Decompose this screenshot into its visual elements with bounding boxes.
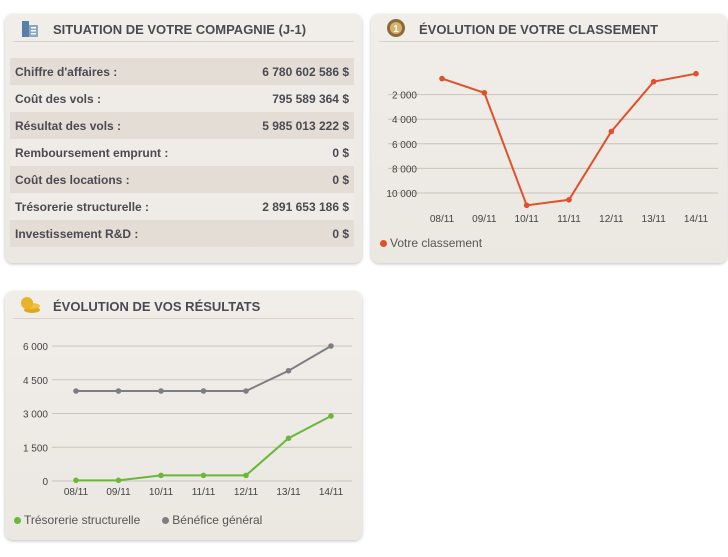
legend-label: Bénéfice général [172,513,263,527]
data-point [243,472,249,479]
data-point [439,75,445,82]
x-tick-label: 10/11 [149,487,174,498]
table-row: Résultat des vols : 5 985 013 222 $ [10,112,354,139]
coins-icon [21,297,40,313]
row-label: Trésorerie structurelle : [15,199,150,214]
data-point [608,128,615,135]
data-point [481,89,488,96]
data-point [650,78,657,85]
data-point [693,70,699,77]
y-tick-label: 2 000 [392,91,417,102]
legend-label: Trésorerie structurelle [24,513,141,527]
data-point [200,388,207,394]
row-value: 0 $ [332,226,349,241]
data-point [523,202,530,209]
legend-item[interactable]: Trésorerie structurelle [14,513,140,527]
data-point [285,435,292,442]
results-header: ÉVOLUTION DE VOS RÉSULTATS [13,291,354,319]
x-tick-label: 10/11 [515,214,540,225]
ranking-header: 1 ÉVOLUTION DE VOTRE CLASSEMENT [379,14,719,42]
data-point [328,343,334,349]
ranking-chart: 2 000 4 000 6 000 8 000 10 000 08/11 09/11 10/1… [386,70,718,225]
row-label: Chiffre d'affaires : [15,64,118,79]
data-point [566,196,572,203]
data-point [115,388,122,394]
ranking-title: ÉVOLUTION DE VOTRE CLASSEMENT [419,22,659,37]
row-value: 0 $ [332,145,349,160]
table-row: Remboursement emprunt : 0 $ [10,139,354,166]
x-tick-label: 11/11 [192,487,216,498]
x-tick-label: 13/11 [276,487,301,498]
x-tick-label: 14/11 [319,487,344,498]
legend-item[interactable]: Votre classement [380,236,482,250]
y-tick-label: 8 000 [392,164,417,175]
table-row: Investissement R&D : 0 $ [10,220,354,247]
series-line [76,345,332,392]
data-point [158,472,164,479]
row-value: 2 891 653 186 $ [262,199,349,214]
legend-label: Votre classement [390,236,483,250]
y-tick-label: 4 500 [23,376,48,387]
y-tick-label: 6 000 [392,140,417,151]
row-value: 6 780 602 586 $ [262,64,349,79]
results-legend: Trésorerie structurelle Bénéfice général [14,513,262,527]
ranking-legend: Votre classement [380,236,482,250]
row-value: 0 $ [332,172,349,187]
legend-dot-icon [162,517,170,524]
data-point [158,388,164,394]
series-line [76,415,332,482]
legend-dot-icon [380,240,387,247]
y-tick-label: 4 000 [392,115,417,126]
row-label: Remboursement emprunt : [15,145,169,160]
row-label: Investissement R&D : [15,226,139,241]
x-tick-label: 14/11 [684,214,709,225]
data-point [115,477,122,484]
table-row: Chiffre d'affaires : 6 780 602 586 $ [10,58,354,85]
table-row: Coût des vols : 795 589 364 $ [10,85,354,112]
y-tick-label: 10 000 [386,189,417,200]
company-table: Chiffre d'affaires : 6 780 602 586 $ Coût … [10,58,354,247]
x-tick-label: 12/11 [234,487,259,498]
company-title: SITUATION DE VOTRE COMPAGNIE (J-1) [53,22,307,37]
x-tick-label: 08/11 [430,214,455,225]
table-row: Coût des locations : 0 $ [10,166,354,193]
x-tick-label: 09/11 [472,214,497,225]
legend-item[interactable]: Bénéfice général [162,513,262,527]
x-tick-label: 08/11 [64,487,89,498]
y-tick-label: 1 500 [23,443,48,454]
row-label: Résultat des vols : [15,118,122,133]
y-tick-label: 0 [42,477,48,488]
data-point [285,367,292,374]
svg-text:1: 1 [393,24,399,35]
medal-icon: 1 [387,19,405,37]
x-tick-label: 12/11 [599,214,624,225]
data-point [243,388,249,394]
data-point [328,413,334,419]
company-panel: SITUATION DE VOTRE COMPAGNIE (J-1) Chiff… [5,14,362,263]
results-title: ÉVOLUTION DE VOS RÉSULTATS [53,299,261,314]
y-tick-label: 3 000 [23,410,48,421]
results-chart: 0 1 500 3 000 4 500 6 000 08/11 09/11 10/11 11/1… [23,342,352,498]
x-tick-label: 09/11 [106,487,131,498]
table-row: Trésorerie structurelle : 2 891 653 186 $ [10,193,354,220]
building-icon [22,21,38,37]
data-point [73,477,79,484]
series-line [441,72,697,207]
ranking-panel: 1 ÉVOLUTION DE VOTRE CLASSEMENT 2 000 4 0… [371,14,727,263]
row-value: 795 589 364 $ [272,91,349,106]
legend-dot-icon [14,517,21,524]
x-tick-label: 11/11 [557,214,581,225]
data-point [200,472,207,479]
y-tick-label: 6 000 [23,342,48,353]
row-label: Coût des locations : [15,172,130,187]
results-panel: ÉVOLUTION DE VOS RÉSULTATS 0 1 500 3 000 4 … [5,291,362,540]
data-point [73,388,79,394]
x-tick-label: 13/11 [642,214,667,225]
row-value: 5 985 013 222 $ [262,118,349,133]
row-label: Coût des vols : [15,91,102,106]
company-header: SITUATION DE VOTRE COMPAGNIE (J-1) [13,14,354,42]
